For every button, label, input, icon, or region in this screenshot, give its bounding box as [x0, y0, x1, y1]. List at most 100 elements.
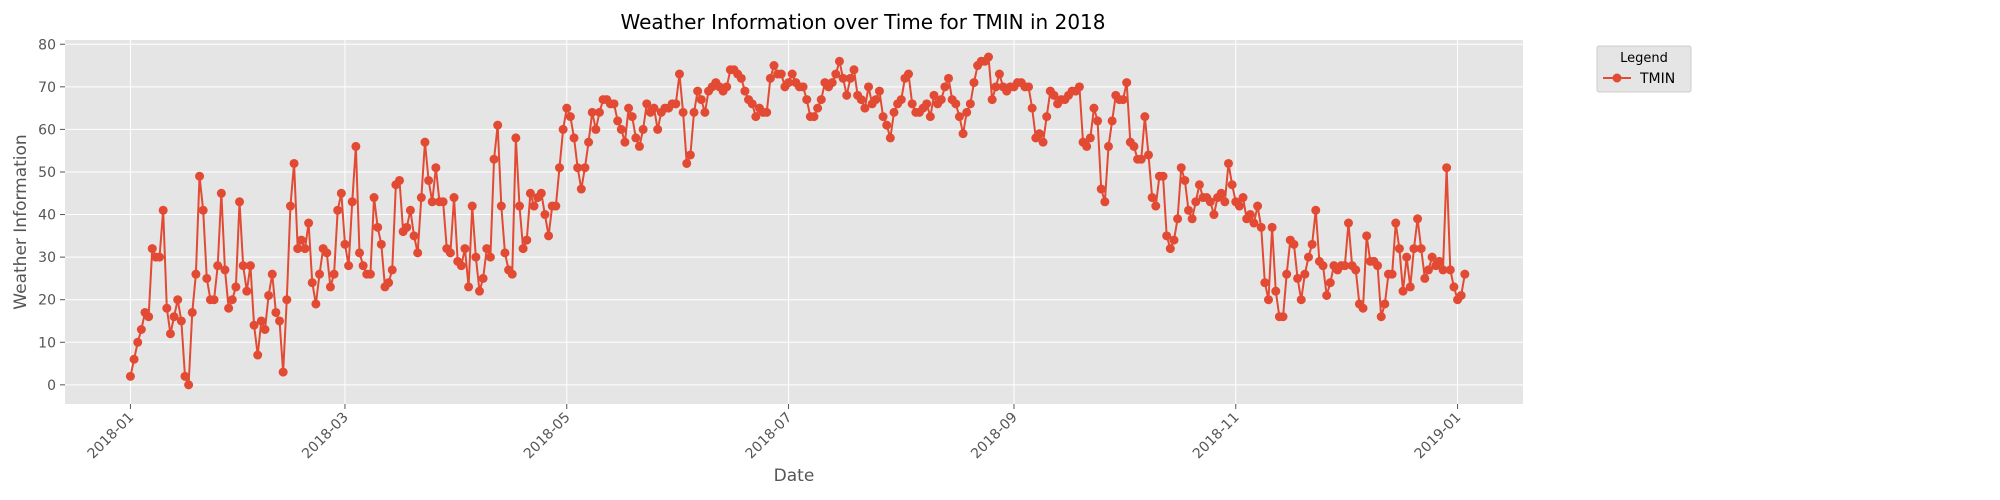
data-point: [845, 73, 855, 83]
data-point: [940, 82, 950, 92]
data-point: [569, 133, 579, 143]
data-point: [831, 69, 841, 79]
data-point: [173, 295, 183, 305]
x-tick-label: 2018-01: [85, 410, 138, 463]
data-point: [620, 137, 630, 147]
data-point: [1438, 265, 1448, 275]
data-point: [1129, 141, 1139, 151]
data-point: [1147, 193, 1157, 203]
data-point: [1271, 286, 1281, 296]
data-point: [1376, 312, 1386, 322]
y-axis-ticks: 0 10 20 30 40 50 60 70 80: [38, 37, 65, 394]
data-point: [169, 312, 179, 322]
x-tick-label: 2018-03: [299, 410, 352, 463]
data-point: [685, 150, 695, 160]
data-point: [260, 325, 270, 334]
data-point: [740, 86, 750, 96]
data-point: [1293, 273, 1303, 283]
data-point: [642, 99, 652, 109]
data-point: [355, 248, 365, 258]
data-point: [904, 69, 914, 79]
data-point: [478, 273, 488, 283]
data-point: [1158, 171, 1168, 181]
data-point: [860, 103, 870, 113]
data-point: [1100, 197, 1110, 207]
data-point: [613, 116, 623, 126]
data-point: [264, 290, 274, 300]
data-point: [649, 103, 659, 113]
data-point: [522, 235, 532, 245]
data-point: [1151, 201, 1161, 211]
data-point: [416, 193, 426, 203]
data-point: [1413, 214, 1423, 224]
data-point: [1082, 141, 1092, 151]
data-point: [1173, 214, 1183, 224]
data-point: [1027, 103, 1037, 113]
data-point: [253, 350, 263, 360]
data-point: [838, 73, 848, 83]
data-point: [162, 303, 172, 313]
data-point: [1205, 197, 1215, 207]
data-point: [1340, 261, 1350, 271]
data-point: [874, 86, 884, 96]
data-point: [1140, 112, 1150, 122]
legend-marker: [1612, 73, 1622, 83]
data-point: [184, 380, 194, 390]
data-point: [722, 82, 732, 92]
data-point: [616, 124, 626, 134]
data-point: [1289, 239, 1299, 249]
data-point: [144, 312, 154, 322]
data-point: [1220, 197, 1230, 207]
x-axis-label: Date: [774, 466, 815, 486]
data-point: [496, 201, 506, 211]
data-point: [1107, 116, 1117, 126]
data-point: [1169, 235, 1179, 245]
data-point: [951, 99, 961, 109]
data-point: [336, 188, 346, 198]
data-point: [1034, 129, 1044, 139]
data-point: [580, 163, 590, 173]
data-point: [584, 137, 594, 147]
data-point: [1325, 278, 1335, 288]
data-point: [1303, 252, 1313, 262]
data-point: [405, 205, 415, 215]
data-point: [424, 175, 434, 185]
y-axis-label: Weather Information: [11, 134, 31, 309]
data-point: [195, 171, 205, 181]
data-point: [1282, 269, 1292, 279]
data-point: [1445, 265, 1455, 275]
x-tick-label: 2018-07: [743, 410, 796, 463]
data-point: [136, 325, 146, 334]
data-point: [809, 112, 819, 122]
data-point: [965, 99, 975, 109]
data-point: [1405, 282, 1415, 292]
data-point: [474, 286, 484, 296]
y-tick-label: 0: [47, 378, 56, 394]
data-point: [1394, 244, 1404, 254]
data-point: [525, 188, 535, 198]
y-tick-label: 50: [38, 165, 56, 181]
data-point: [1416, 244, 1426, 254]
data-point: [275, 316, 285, 326]
data-point: [1311, 205, 1321, 215]
data-point: [365, 269, 375, 279]
data-point: [1391, 218, 1401, 228]
data-point: [500, 248, 510, 258]
data-point: [202, 273, 212, 283]
data-point: [449, 193, 459, 203]
data-point: [1180, 175, 1190, 185]
data-point: [624, 103, 634, 113]
data-point: [1442, 163, 1452, 173]
data-point: [878, 112, 888, 122]
y-tick-label: 80: [38, 37, 56, 53]
data-point: [518, 244, 528, 254]
data-point: [133, 337, 143, 347]
data-point: [1373, 261, 1383, 271]
data-point: [674, 69, 684, 79]
data-point: [344, 261, 354, 271]
data-point: [907, 99, 917, 109]
data-point: [213, 261, 223, 271]
data-point: [431, 163, 441, 173]
data-point: [1300, 269, 1310, 279]
data-point: [489, 154, 499, 164]
